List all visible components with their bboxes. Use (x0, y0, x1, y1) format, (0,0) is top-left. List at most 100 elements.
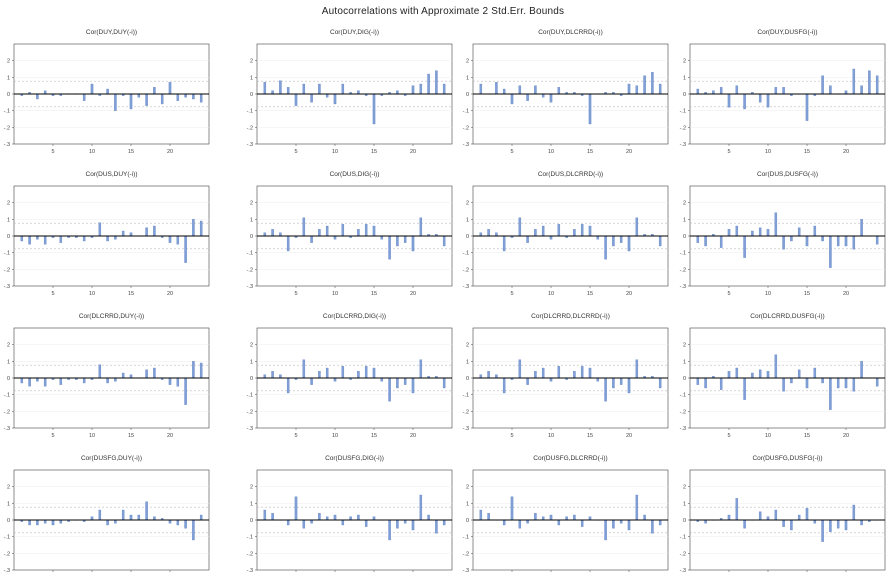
acf-bar (782, 377, 785, 392)
y-tick-label: -.3 (247, 568, 253, 574)
acf-bar (318, 371, 321, 379)
x-tick-label: 20 (410, 149, 416, 155)
y-tick-label: -.1 (247, 109, 253, 115)
acf-bar (479, 509, 483, 521)
acf-bar (852, 68, 856, 95)
x-tick-label: 5 (510, 291, 513, 297)
y-tick-label: 2 (683, 485, 686, 491)
acf-bar (852, 235, 856, 250)
y-tick-label: -.2 (680, 267, 686, 273)
acf-bar (635, 85, 639, 95)
acf-bar (106, 235, 109, 242)
acf-bar (573, 371, 576, 379)
acf-bar (821, 377, 824, 384)
y-tick-label: 0 (683, 92, 686, 98)
y-tick-label: 1 (250, 501, 253, 507)
acf-bar (435, 70, 438, 95)
y-tick-label: -.3 (247, 426, 253, 432)
acf-bar (836, 377, 840, 389)
acf-bar (518, 359, 522, 379)
acf-bar (836, 519, 840, 529)
acf-bar (696, 88, 700, 95)
acf-bar (573, 514, 576, 521)
acf-bar (518, 85, 522, 95)
acf-bar (557, 366, 561, 379)
y-tick-label: -.1 (680, 109, 686, 115)
acf-bar (875, 75, 879, 95)
acf-panel: Cor(DUS,DIG(-i)) -.3 -.2 -.1 0 1 2 5 10 15 20 (247, 171, 453, 297)
y-tick-label: 2 (250, 343, 253, 349)
acf-bar (121, 230, 125, 237)
y-tick-label: 2 (466, 201, 469, 207)
acf-bar (821, 75, 824, 95)
acf-bar (176, 235, 180, 245)
acf-bar (580, 366, 584, 379)
x-tick-label: 15 (128, 433, 134, 439)
acf-bar (782, 235, 785, 250)
panel-title: Cor(DLCRRD,DIG(-i)) (323, 313, 386, 320)
acf-bar (751, 372, 754, 379)
acf-bar (766, 93, 770, 108)
acf-bar (502, 88, 506, 95)
acf-bar (121, 372, 125, 379)
acf-bar (758, 369, 762, 379)
x-tick-label: 5 (51, 291, 54, 297)
acf-bar (479, 83, 483, 95)
x-tick-label: 5 (727, 433, 730, 439)
acf-bar (192, 219, 195, 237)
acf-bar (627, 377, 631, 394)
y-tick-label: -.3 (680, 284, 686, 290)
acf-bar (302, 217, 306, 237)
acf-bar (442, 377, 446, 389)
acf-bar (168, 377, 172, 385)
acf-bar (588, 93, 592, 125)
acf-bar (487, 229, 490, 237)
y-tick-label: 1 (466, 501, 469, 507)
acf-bar (658, 377, 662, 389)
acf-bar (294, 496, 298, 521)
x-tick-label: 20 (626, 433, 632, 439)
acf-bar (651, 72, 654, 95)
y-tick-label: 2 (250, 201, 253, 207)
acf-bar (160, 93, 164, 105)
acf-bar (98, 364, 102, 379)
acf-bar (396, 377, 399, 389)
acf-bar (735, 367, 739, 379)
acf-bar (774, 509, 778, 521)
y-tick-label: -.2 (463, 267, 469, 273)
acf-bar (341, 83, 345, 95)
acf-bar (805, 377, 809, 389)
acf-bar (627, 519, 631, 531)
acf-bar (192, 361, 195, 379)
acf-bar (526, 377, 529, 385)
acf-bar (325, 225, 329, 237)
acf-bar (510, 496, 514, 521)
figure-title: Autocorrelations with Approximate 2 Std.… (321, 6, 565, 17)
x-tick-label: 5 (727, 149, 730, 155)
acf-bar (318, 83, 321, 95)
acf-bar (875, 235, 879, 245)
acf-bar (487, 371, 490, 379)
x-tick-label: 15 (587, 291, 593, 297)
y-tick-label: -.3 (680, 142, 686, 148)
y-tick-label: 1 (7, 359, 10, 365)
acf-bar (495, 82, 498, 95)
y-tick-label: 2 (7, 59, 10, 65)
y-tick-label: -.1 (4, 251, 10, 257)
acf-panel: Cor(DUS,DUSFG(-i)) -.3 -.2 -.1 0 1 2 5 10 15 20 (680, 171, 886, 297)
acf-bar (782, 87, 785, 95)
acf-bar (364, 224, 368, 237)
acf-bar (427, 514, 430, 521)
acf-bar (612, 235, 615, 247)
acf-bar (419, 494, 423, 521)
acf-bar (145, 93, 148, 106)
acf-bar (852, 504, 856, 521)
x-tick-label: 10 (89, 291, 95, 297)
y-tick-label: 0 (7, 518, 10, 524)
acf-bar (696, 377, 700, 385)
acf-bar (658, 519, 662, 526)
acf-bar (774, 87, 778, 95)
y-tick-label: -.1 (463, 535, 469, 541)
acf-bar (419, 359, 423, 379)
